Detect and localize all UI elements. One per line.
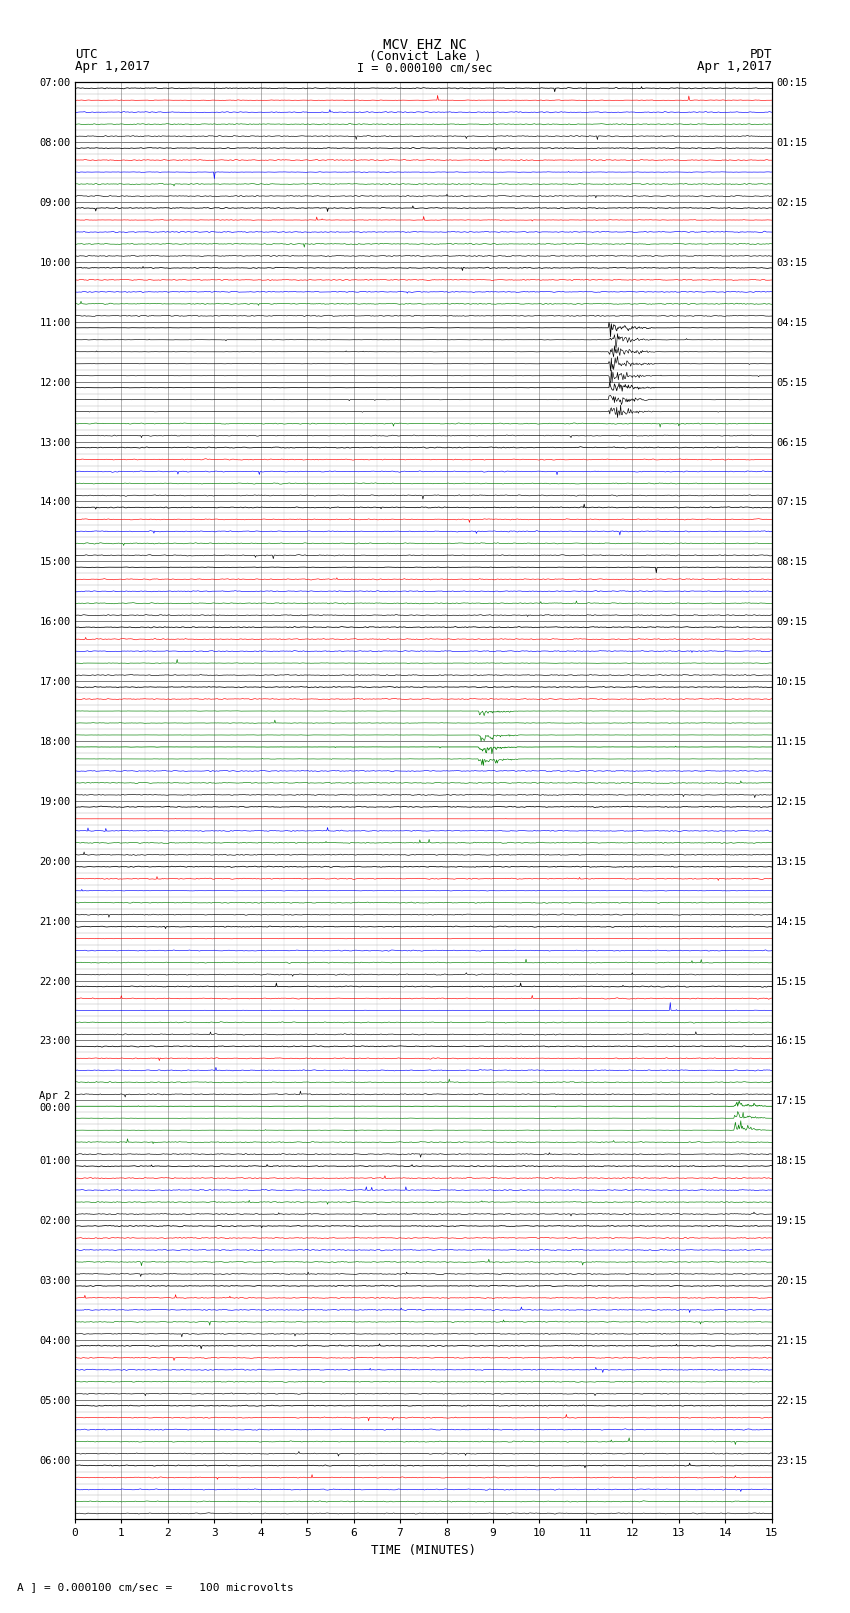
Text: Apr 1,2017: Apr 1,2017 <box>697 60 772 73</box>
X-axis label: TIME (MINUTES): TIME (MINUTES) <box>371 1544 476 1557</box>
Text: UTC: UTC <box>75 48 97 61</box>
Text: A ] = 0.000100 cm/sec =    100 microvolts: A ] = 0.000100 cm/sec = 100 microvolts <box>17 1582 294 1592</box>
Text: MCV EHZ NC: MCV EHZ NC <box>383 37 467 52</box>
Text: (Convict Lake ): (Convict Lake ) <box>369 50 481 63</box>
Text: PDT: PDT <box>750 48 772 61</box>
Text: Apr 1,2017: Apr 1,2017 <box>75 60 150 73</box>
Text: I = 0.000100 cm/sec: I = 0.000100 cm/sec <box>357 61 493 74</box>
